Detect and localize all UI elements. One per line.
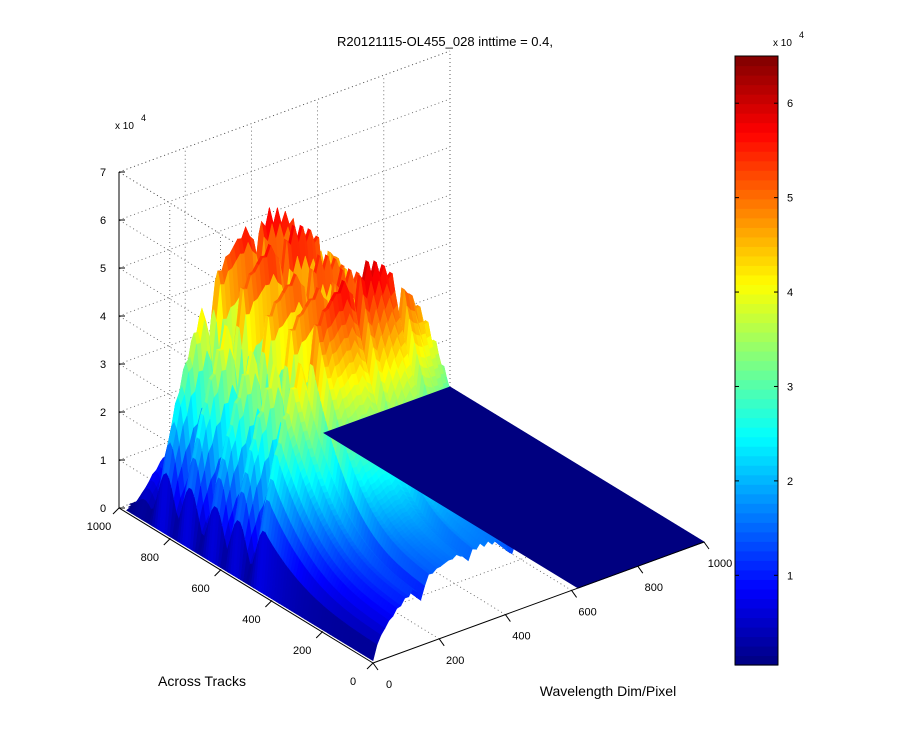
surface-chart: 02004006008001000 02004006008001000 0123… xyxy=(87,30,804,699)
